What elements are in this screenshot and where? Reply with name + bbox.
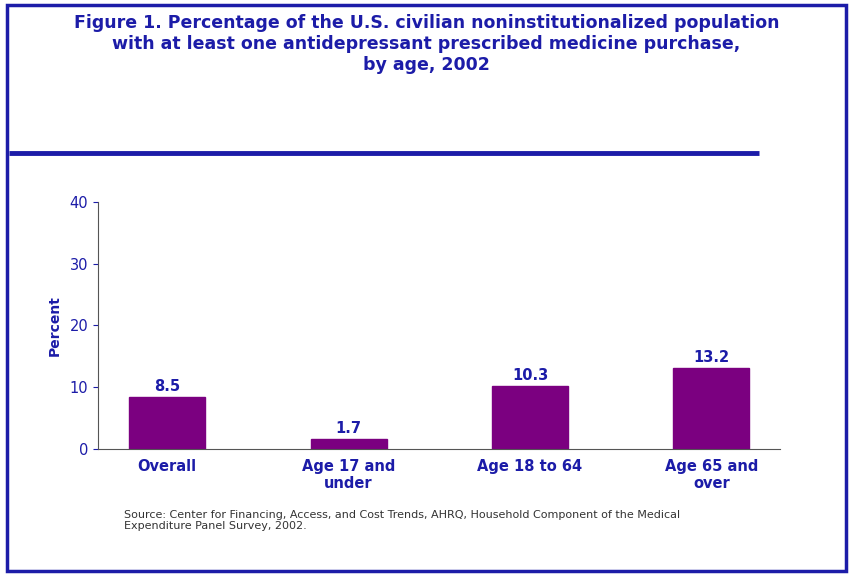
Bar xyxy=(310,439,386,449)
Text: Source: Center for Financing, Access, and Cost Trends, AHRQ, Household Component: Source: Center for Financing, Access, an… xyxy=(124,510,679,531)
Text: 1.7: 1.7 xyxy=(335,421,361,436)
Bar xyxy=(672,367,749,449)
Bar xyxy=(129,397,205,449)
Text: 10.3: 10.3 xyxy=(511,368,548,383)
Text: 13.2: 13.2 xyxy=(693,350,728,365)
Text: Figure 1. Percentage of the U.S. civilian noninstitutionalized population
with a: Figure 1. Percentage of the U.S. civilia… xyxy=(73,14,779,74)
Y-axis label: Percent: Percent xyxy=(47,295,61,356)
Bar xyxy=(492,385,567,449)
Text: 8.5: 8.5 xyxy=(154,379,180,394)
